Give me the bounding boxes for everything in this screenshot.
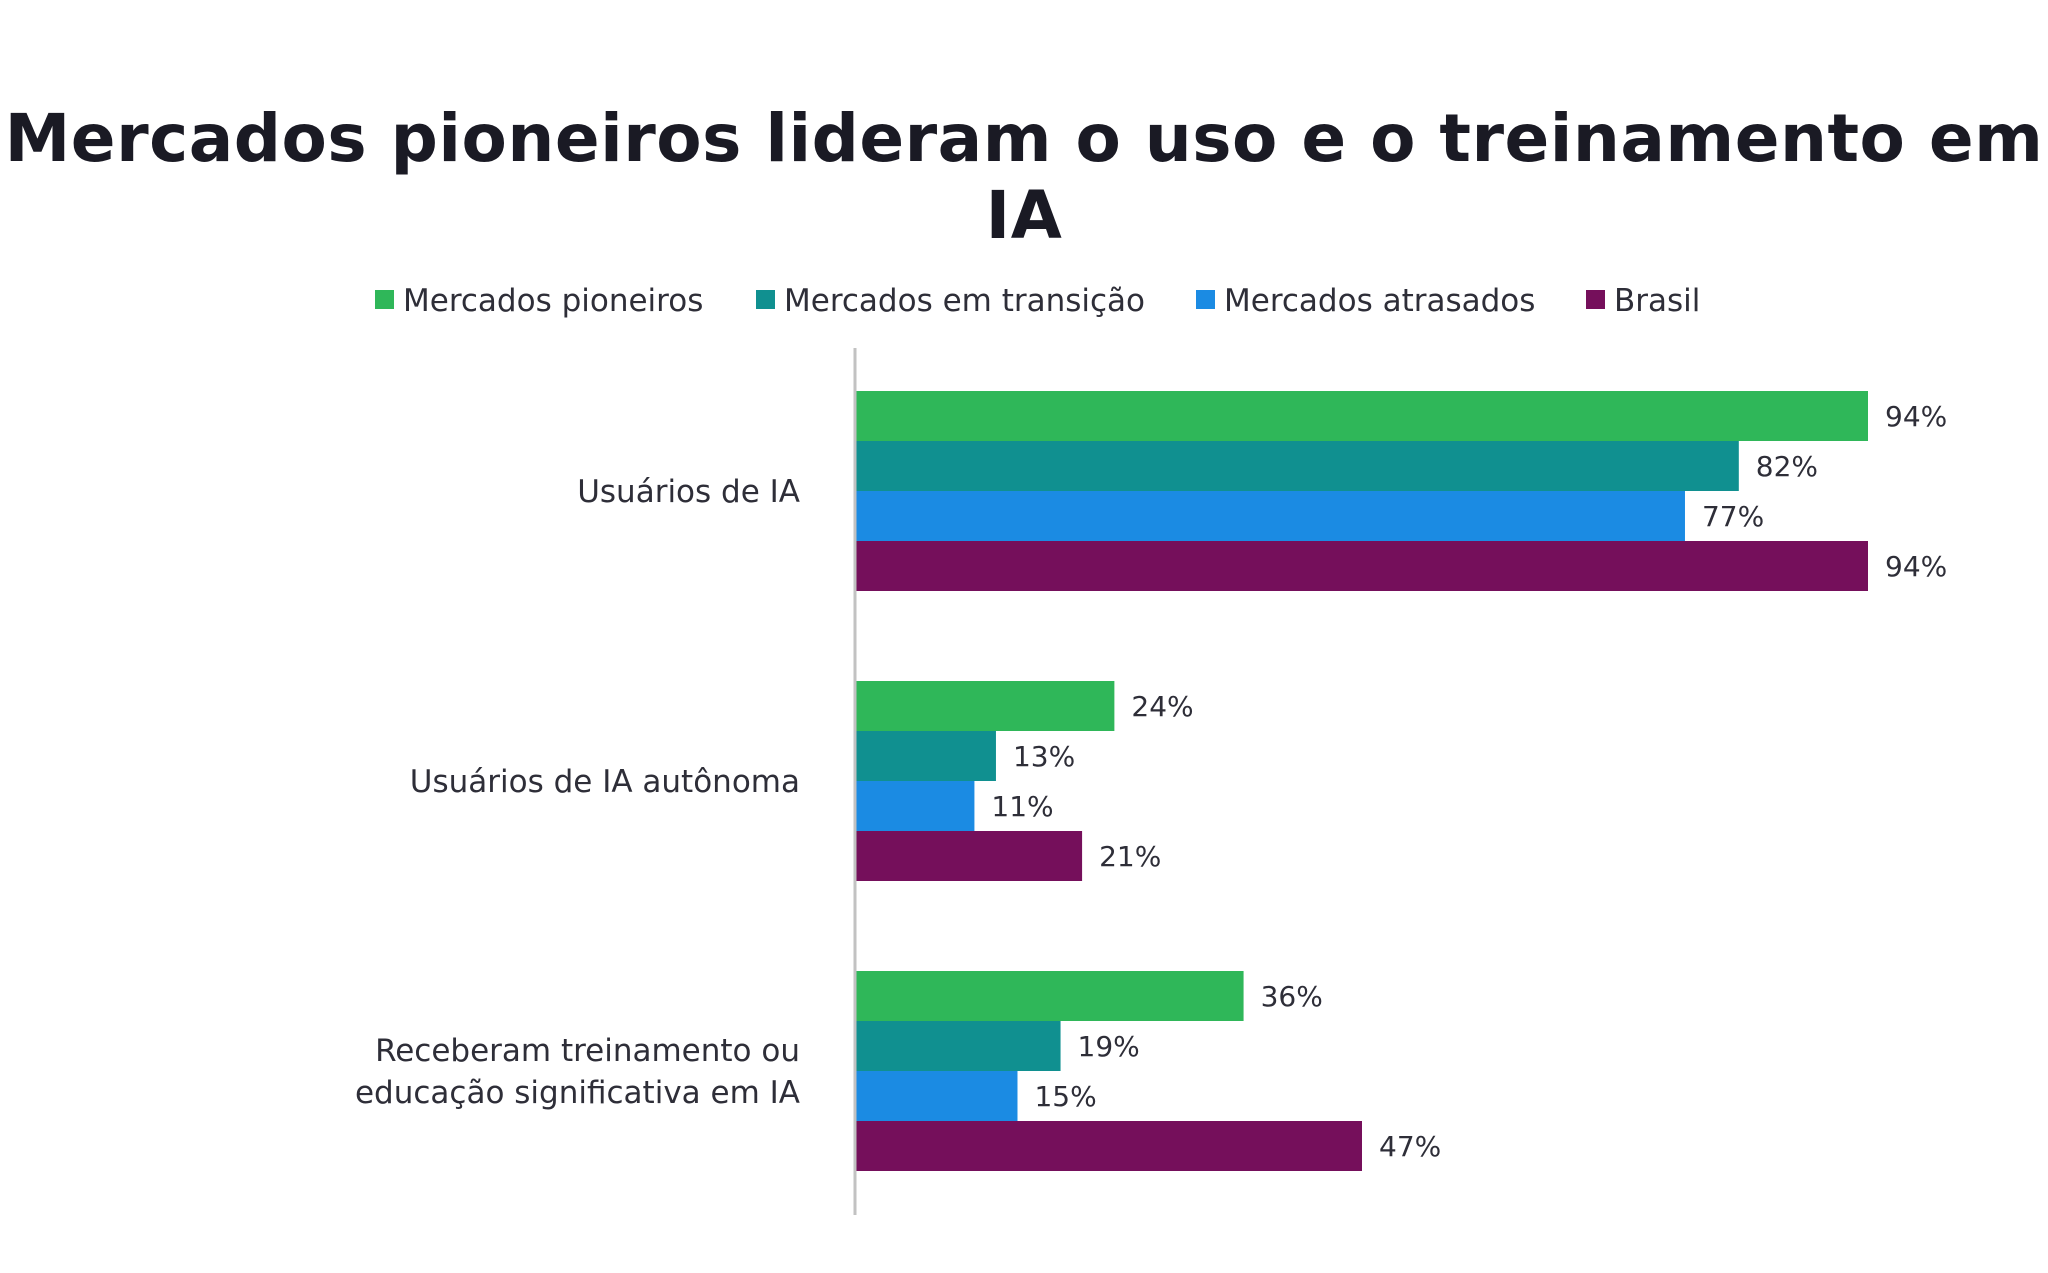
bar-1-4 (856, 541, 1868, 591)
bar-2-4 (856, 831, 1083, 881)
data-label-3-2: 19% (1078, 1030, 1140, 1063)
chart-title: Mercados pioneiros lideram o uso e o tre… (4, 100, 2044, 254)
chart-bars (856, 391, 1868, 1171)
bar-3-3 (856, 1071, 1018, 1121)
legend-label-1: Mercados pioneiros (403, 283, 703, 319)
bar-1-2 (856, 441, 1739, 491)
data-label-1-2: 82% (1756, 450, 1818, 483)
data-label-1-1: 94% (1885, 400, 1947, 433)
bar-3-1 (856, 971, 1244, 1021)
chart-data-labels: 94% 82% 77% 94% 24% 13% 11% 21% 36% 19% 15% 47% (991, 400, 1947, 1163)
category-label-3-line-1: Receberam treinamento ou (375, 1033, 800, 1069)
data-label-2-1: 24% (1131, 690, 1193, 723)
category-label-2: Usuários de IA autônoma (410, 764, 800, 800)
category-label-1: Usuários de IA (577, 474, 800, 510)
data-label-3-4: 47% (1379, 1130, 1441, 1163)
bar-1-1 (856, 391, 1868, 441)
chart-legend: Mercados pioneiros Mercados em transição M… (375, 283, 1700, 319)
bar-2-2 (856, 731, 996, 781)
data-label-3-3: 15% (1034, 1080, 1096, 1113)
bar-3-4 (856, 1121, 1362, 1171)
data-label-2-3: 11% (991, 790, 1053, 823)
category-label-3-line-2: educação significativa em IA (355, 1075, 800, 1111)
data-label-1-3: 77% (1702, 500, 1764, 533)
legend-swatch-4 (1586, 290, 1605, 309)
data-label-1-4: 94% (1885, 550, 1947, 583)
legend-label-4: Brasil (1614, 283, 1700, 319)
legend-label-3: Mercados atrasados (1224, 283, 1535, 319)
bar-2-1 (856, 681, 1115, 731)
legend-swatch-2 (756, 290, 775, 309)
data-label-3-1: 36% (1261, 980, 1323, 1013)
legend-swatch-1 (375, 290, 394, 309)
bar-1-3 (856, 491, 1685, 541)
data-label-2-2: 13% (1013, 740, 1075, 773)
data-label-2-4: 21% (1099, 840, 1161, 873)
legend-swatch-3 (1196, 290, 1215, 309)
bar-2-3 (856, 781, 975, 831)
legend-label-2: Mercados em transição (784, 283, 1145, 319)
chart-category-labels: Usuários de IA Usuários de IA autônoma Rec… (355, 474, 800, 1111)
bar-3-2 (856, 1021, 1061, 1071)
